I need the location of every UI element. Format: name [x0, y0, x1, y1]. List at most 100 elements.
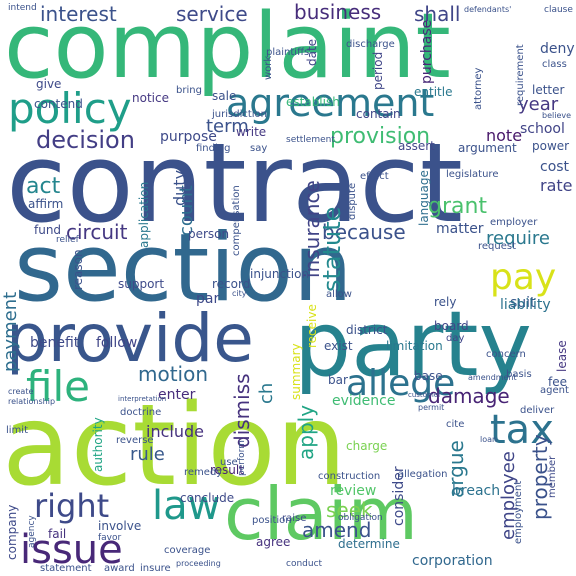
word-reverse: reverse [116, 435, 154, 446]
word-say: say [250, 143, 268, 154]
word-law: law [152, 483, 221, 529]
word-district: district [346, 323, 388, 337]
word-application: application [137, 181, 151, 248]
word-clause: clause [544, 5, 573, 15]
word-class: class [542, 59, 567, 70]
word-enter: enter [158, 387, 196, 403]
word-letter: letter [532, 83, 565, 97]
word-summary: summary [289, 343, 303, 400]
word-dismiss: dismiss [230, 373, 254, 448]
word-person: person [188, 227, 230, 241]
word-allegation: allegation [398, 469, 448, 480]
word-agent: agent [540, 385, 569, 396]
word-provide: provide [6, 300, 254, 377]
word-ch: ch [256, 382, 277, 404]
word-language: language [417, 170, 431, 226]
word-coverage: coverage [164, 545, 211, 556]
word-section: section [14, 214, 353, 323]
word-result: result [210, 463, 244, 477]
word-company: company [5, 504, 19, 560]
word-award: award [104, 563, 135, 574]
word-service: service [176, 2, 248, 26]
word-loan: loan [480, 435, 498, 444]
word-amend: amend [302, 518, 372, 542]
word-fee: fee [548, 375, 567, 389]
word-liability: liability [500, 297, 551, 313]
word-determine: determine [338, 537, 400, 551]
word-remedy: remedy [184, 467, 223, 478]
word-power: power [532, 139, 570, 153]
word-purchase: purchase [419, 19, 435, 84]
word-give: give [36, 77, 62, 91]
word-fail: fail [48, 527, 67, 541]
word-affirm: affirm [28, 197, 64, 211]
word-proceeding: proceeding [176, 559, 221, 568]
word-deliver: deliver [520, 405, 555, 416]
word-perform: perform [237, 440, 247, 476]
word-because: because [322, 220, 406, 244]
word-corporation: corporation [412, 553, 493, 569]
word-seek: seek [326, 498, 373, 522]
word-payment: payment [0, 291, 21, 372]
word-provision: provision [330, 124, 431, 149]
word-business: business [294, 0, 382, 24]
word-injunction: injunction [250, 267, 310, 281]
word-believe: believe [542, 111, 572, 120]
word-review: review [330, 483, 377, 499]
word-involve: involve [98, 519, 142, 533]
word-purpose: purpose [160, 129, 217, 145]
word-basis: basis [506, 369, 532, 380]
word-sale: sale [212, 89, 237, 103]
word-compensation: compensation [231, 185, 242, 256]
word-statement: statement [40, 563, 92, 574]
word-construction: construction [318, 471, 381, 482]
word-argument: argument [458, 141, 517, 155]
word-damage: damage [428, 384, 510, 408]
word-relief: relief [56, 235, 79, 245]
word-charge: charge [346, 439, 388, 453]
word-breach: breach [452, 483, 501, 499]
word-interest: interest [40, 2, 117, 26]
word-allege: allege [346, 363, 456, 404]
word-party: party [294, 292, 532, 397]
word-day: day [446, 333, 465, 344]
word-circuit: circuit [66, 220, 128, 244]
word-motion: motion [138, 362, 209, 386]
word-work: work [263, 55, 274, 80]
word-cost: cost [540, 159, 570, 175]
word-include: include [146, 422, 204, 441]
word-amendment: amendment [468, 373, 517, 382]
word-settlement: settlement [286, 135, 335, 145]
word-policy: policy [8, 84, 132, 133]
word-decision: decision [36, 126, 135, 154]
word-intend: intend [8, 3, 37, 13]
word-right: right [34, 487, 110, 525]
word-limitation: limitation [386, 339, 443, 353]
word-establish: establish [286, 95, 340, 109]
word-file: file [26, 362, 90, 411]
word-fund: fund [34, 223, 62, 237]
word-allow: allow [326, 289, 352, 300]
word-attorney: attorney [473, 67, 484, 110]
word-base: base [414, 369, 443, 383]
word-apply: apply [294, 404, 318, 460]
word-act: act [26, 174, 61, 199]
word-create: create [8, 387, 34, 396]
word-term: term [206, 116, 249, 137]
word-note: note [486, 126, 523, 145]
word-dispute: dispute [347, 182, 358, 220]
word-matter: matter [436, 221, 484, 237]
word-rely: rely [434, 295, 457, 309]
word-school: school [520, 121, 565, 137]
word-doctrine: doctrine [120, 407, 162, 418]
word-legislature: legislature [446, 169, 499, 180]
word-insure: insure [140, 563, 171, 574]
word-bring: bring [176, 85, 202, 96]
word-contract: contract [6, 119, 463, 247]
word-contend: contend [34, 97, 83, 111]
word-member: member [547, 455, 558, 498]
word-shall: shall [414, 2, 461, 26]
word-statute: statute [318, 206, 346, 292]
word-agency: agency [27, 515, 37, 548]
word-permit: permit [418, 403, 445, 412]
